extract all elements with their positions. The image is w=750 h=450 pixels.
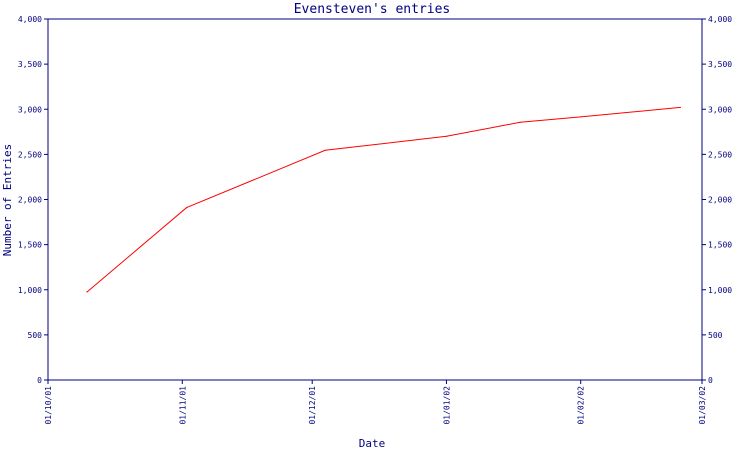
y-tick-label-left: 1,000 xyxy=(18,286,42,295)
x-tick-label: 01/11/01 xyxy=(178,386,187,425)
data-point xyxy=(86,291,88,293)
y-tick-label-left: 0 xyxy=(37,376,42,385)
y-tick-label-left: 3,500 xyxy=(18,60,42,69)
data-point xyxy=(679,106,681,109)
y-tick-label-right: 1,500 xyxy=(708,241,732,250)
chart-title: Evensteven's entries xyxy=(294,2,451,17)
x-tick-label: 01/12/01 xyxy=(308,386,317,425)
y-tick-label-left: 500 xyxy=(28,331,43,340)
y-tick-label-right: 1,000 xyxy=(708,286,732,295)
data-point xyxy=(445,135,448,137)
data-point xyxy=(185,207,188,209)
x-axis: 01/10/01 01/11/01 01/12/01 01/01/02 01/02/02… xyxy=(44,380,707,425)
y-tick-label-left: 1,500 xyxy=(18,241,42,250)
y-tick-label-left: 4,000 xyxy=(18,15,42,24)
y-tick-label-left: 2,000 xyxy=(18,196,42,205)
x-tick-label: 01/01/02 xyxy=(442,386,451,425)
y-tick-label-right: 2,500 xyxy=(708,150,732,159)
series-layer xyxy=(86,106,681,293)
x-axis-label: Date xyxy=(359,437,386,450)
y-tick-label-right: 4,000 xyxy=(708,15,732,24)
data-point xyxy=(580,116,582,118)
x-tick-label: 01/10/01 xyxy=(44,386,53,425)
y-tick-label-right: 3,500 xyxy=(708,60,732,69)
x-tick-label: 01/02/02 xyxy=(577,386,586,425)
y-tick-label-right: 500 xyxy=(708,331,723,340)
y-tick-label-right: 2,000 xyxy=(708,196,732,205)
y-axis-label: Number of Entries xyxy=(1,144,14,257)
y-axis-left: 0 500 1,000 1,500 2,000 2,500 3,000 3,500 4,000 xyxy=(18,15,48,385)
y-tick-label-right: 0 xyxy=(708,376,713,385)
data-point xyxy=(519,121,521,123)
y-tick-label-right: 3,000 xyxy=(708,105,732,114)
x-tick-label: 01/03/02 xyxy=(698,386,707,425)
y-tick-label-left: 3,000 xyxy=(18,105,42,114)
plot-frame xyxy=(47,18,703,381)
y-axis-right: 0 500 1,000 1,500 2,000 2,500 3,000 3,500 4,000 xyxy=(702,15,732,385)
data-point xyxy=(324,149,326,151)
y-tick-label-left: 2,500 xyxy=(18,150,42,159)
series-line xyxy=(86,106,681,293)
